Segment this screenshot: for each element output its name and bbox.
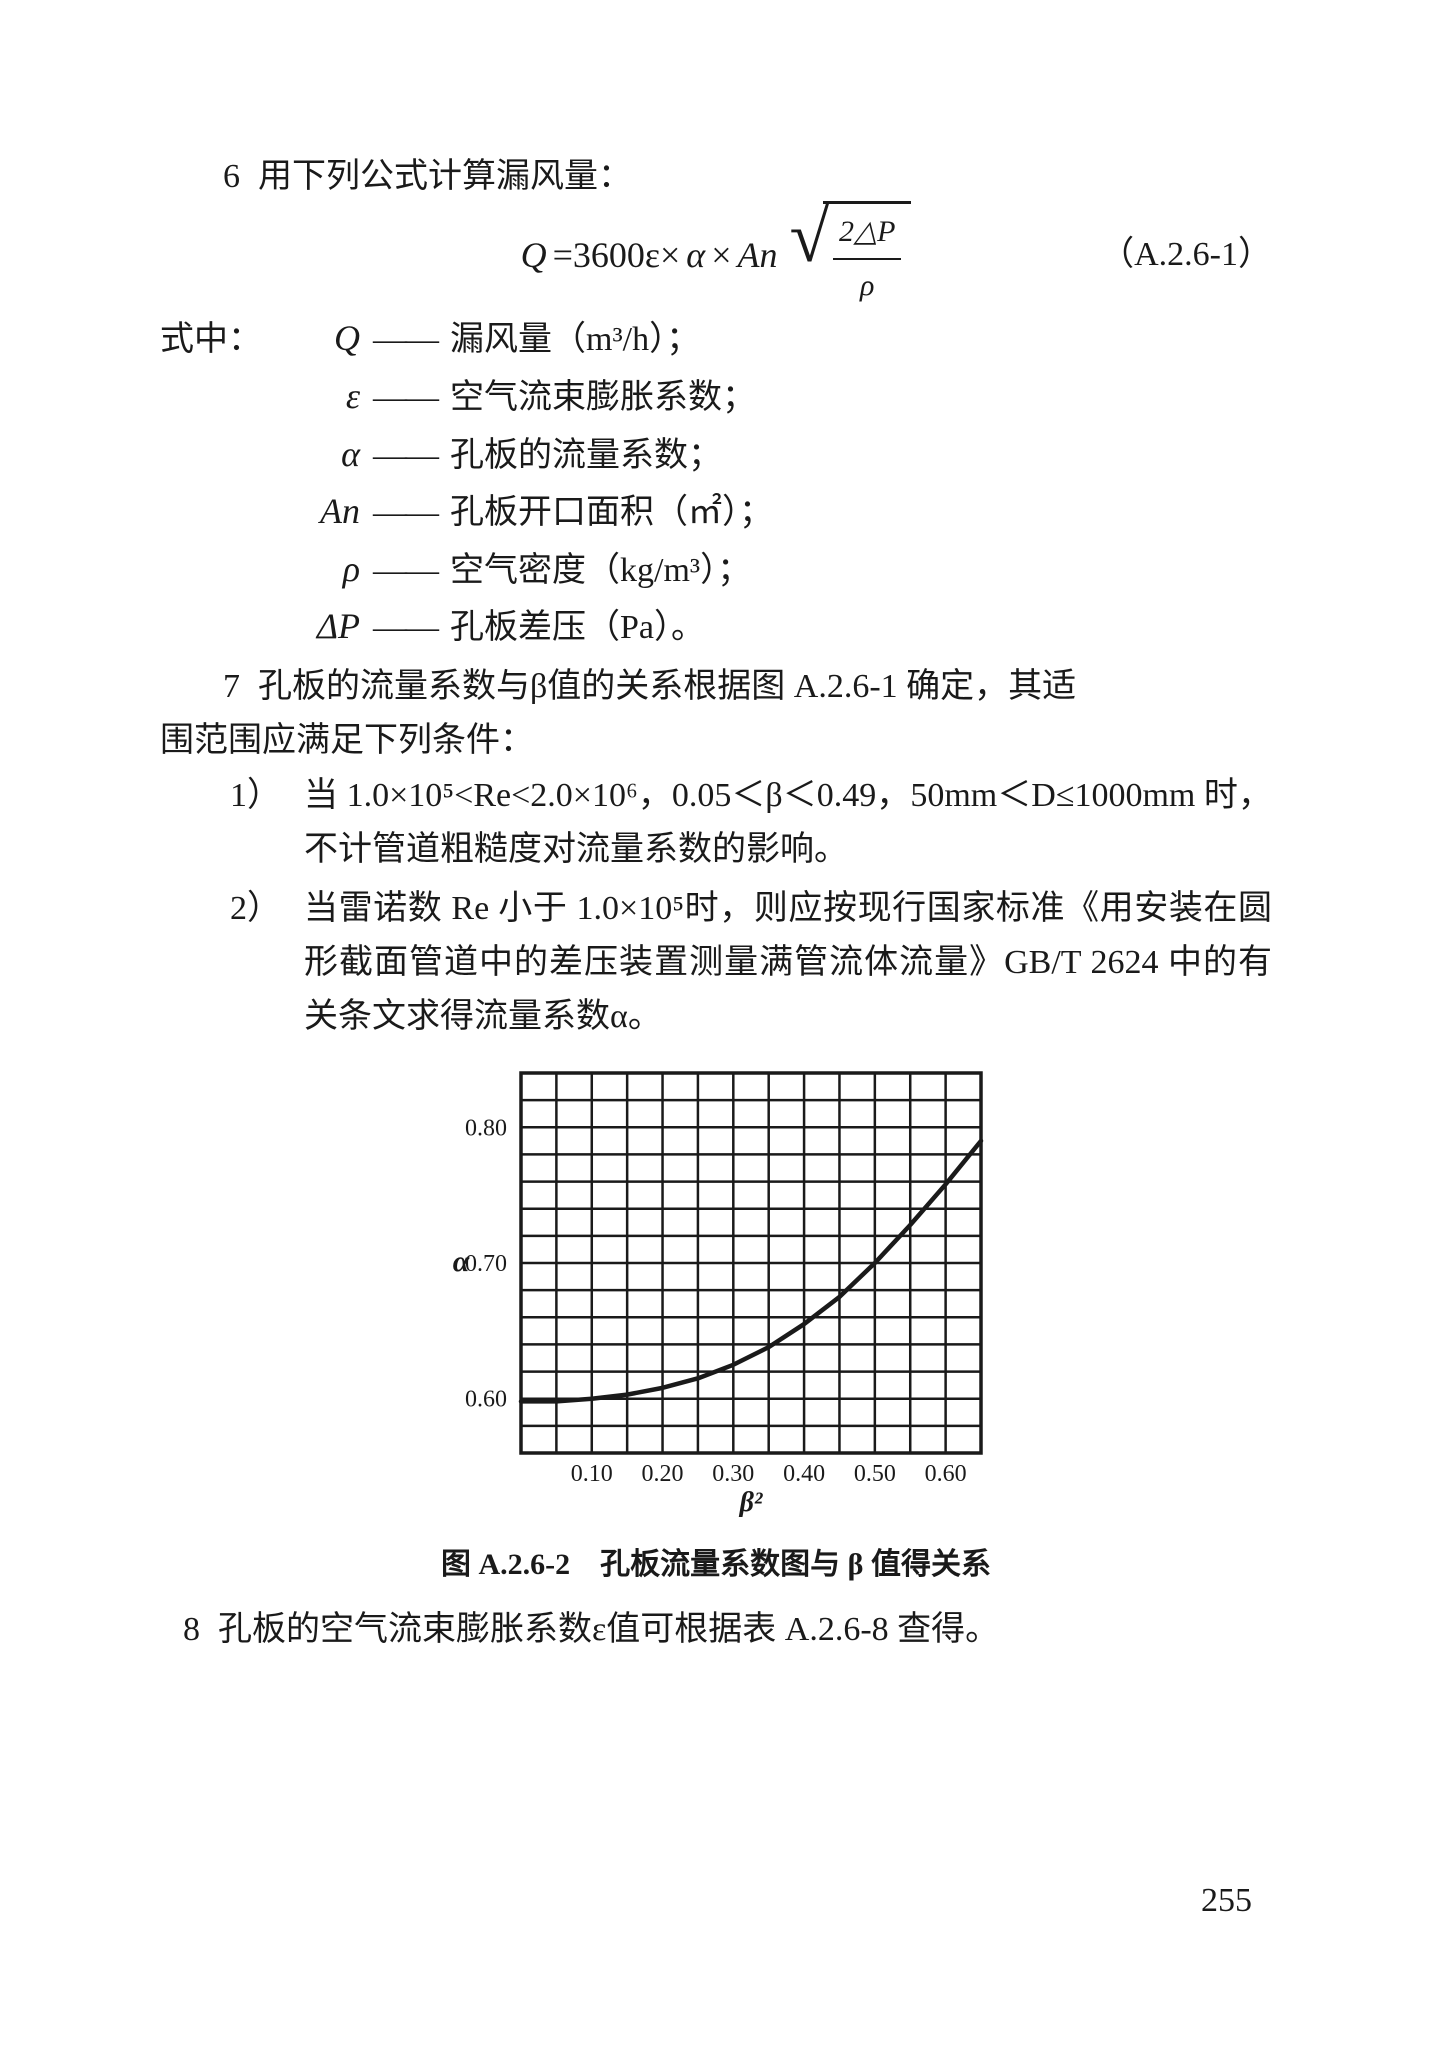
where-desc: 漏风量（m³/h）； bbox=[450, 313, 1272, 367]
svg-text:0.20: 0.20 bbox=[642, 1461, 684, 1487]
where-row: α——孔板的流量系数； bbox=[160, 426, 1272, 484]
where-desc: 空气流束膨胀系数； bbox=[450, 371, 1272, 425]
where-symbol: ρ bbox=[280, 541, 360, 599]
where-dash: —— bbox=[360, 371, 450, 425]
item-8: 8 孔板的空气流束膨胀系数ε值可根据表 A.2.6-8 查得。 bbox=[160, 1603, 1272, 1657]
item-7-index: 7 bbox=[200, 660, 240, 714]
svg-text:0.40: 0.40 bbox=[783, 1461, 825, 1487]
eq-frac-top: 2△P bbox=[833, 208, 901, 260]
item-8-index: 8 bbox=[160, 1603, 200, 1657]
svg-text:0.70: 0.70 bbox=[465, 1251, 507, 1277]
where-row: ΔP——孔板差压（Pa）。 bbox=[160, 598, 1272, 656]
page: 6 用下列公式计算漏风量： Q =3600ε× α × An √ 2△P ρ （… bbox=[0, 0, 1432, 2048]
where-row: 式中：Q——漏风量（m³/h）； bbox=[160, 310, 1272, 368]
svg-text:α: α bbox=[453, 1245, 470, 1278]
figure-A26-2: 0.100.200.300.400.500.600.600.700.80β²α … bbox=[160, 1053, 1272, 1589]
eq-frac-bot: ρ bbox=[854, 260, 880, 310]
where-list: 式中：Q——漏风量（m³/h）；ε——空气流束膨胀系数；α——孔板的流量系数；A… bbox=[160, 310, 1272, 656]
where-symbol: Q bbox=[280, 310, 360, 368]
item-7-line2: 围范围应满足下列条件： bbox=[160, 714, 1272, 768]
sub-item: 1）当 1.0×10⁵<Re<2.0×10⁶，0.05＜β＜0.49，50mm＜… bbox=[230, 769, 1272, 878]
where-row: ε——空气流束膨胀系数； bbox=[160, 368, 1272, 426]
equation-label: （A.2.6-1） bbox=[1100, 228, 1272, 282]
eq-frac: 2△P ρ bbox=[823, 201, 911, 310]
where-desc: 孔板差压（Pa）。 bbox=[450, 601, 1272, 655]
item-8-text: 孔板的空气流束膨胀系数ε值可根据表 A.2.6-8 查得。 bbox=[218, 1603, 999, 1657]
where-lead: 式中： bbox=[160, 313, 280, 367]
svg-text:0.30: 0.30 bbox=[712, 1461, 754, 1487]
eq-coef: =3600ε× bbox=[553, 227, 681, 285]
eq-Q: Q bbox=[521, 227, 547, 285]
where-desc: 孔板的流量系数； bbox=[450, 429, 1272, 483]
item-6-text: 用下列公式计算漏风量： bbox=[258, 150, 632, 204]
svg-text:0.60: 0.60 bbox=[465, 1386, 507, 1412]
sub-item-body: 当 1.0×10⁵<Re<2.0×10⁶，0.05＜β＜0.49，50mm＜D≤… bbox=[304, 769, 1272, 878]
item-6-index: 6 bbox=[200, 150, 240, 204]
svg-text:0.10: 0.10 bbox=[571, 1461, 613, 1487]
eq-sqrt: √ 2△P ρ bbox=[790, 201, 912, 310]
where-desc: 空气密度（kg/m³）； bbox=[450, 544, 1272, 598]
where-row: An——孔板开口面积（㎡）； bbox=[160, 483, 1272, 541]
svg-text:0.50: 0.50 bbox=[854, 1461, 896, 1487]
svg-text:0.80: 0.80 bbox=[465, 1115, 507, 1141]
sub-item-index: 2） bbox=[230, 882, 284, 1045]
where-dash: —— bbox=[360, 313, 450, 367]
page-number: 255 bbox=[1201, 1874, 1252, 1928]
where-desc: 孔板开口面积（㎡）； bbox=[450, 486, 1272, 540]
where-symbol: α bbox=[280, 426, 360, 484]
item-7-sublist: 1）当 1.0×10⁵<Re<2.0×10⁶，0.05＜β＜0.49，50mm＜… bbox=[230, 769, 1272, 1045]
item-7: 7 孔板的流量系数与β值的关系根据图 A.2.6-1 确定，其适 bbox=[200, 660, 1272, 714]
where-symbol: ΔP bbox=[280, 598, 360, 656]
item-6: 6 用下列公式计算漏风量： bbox=[200, 150, 1272, 204]
sub-item: 2）当雷诺数 Re 小于 1.0×10⁵时，则应按现行国家标准《用安装在圆形截面… bbox=[230, 882, 1272, 1045]
svg-text:β²: β² bbox=[739, 1487, 763, 1518]
sub-item-body: 当雷诺数 Re 小于 1.0×10⁵时，则应按现行国家标准《用安装在圆形截面管道… bbox=[304, 882, 1272, 1045]
sub-item-index: 1） bbox=[230, 769, 284, 878]
equation-row: Q =3600ε× α × An √ 2△P ρ （A.2.6-1） bbox=[160, 210, 1272, 300]
eq-An: An bbox=[738, 227, 778, 285]
chart-alpha-beta: 0.10 0.20 0.30 0.40 0.50 0.60 0.60 0.70 0.80 β² α bbox=[431, 1053, 1001, 1523]
figure-caption: 图 A.2.6-2 孔板流量系数图与 β 值得关系 bbox=[441, 1541, 991, 1589]
where-symbol: ε bbox=[280, 368, 360, 426]
svg-text:0.60: 0.60 bbox=[925, 1461, 967, 1487]
eq-times: × bbox=[711, 227, 731, 285]
where-dash: —— bbox=[360, 544, 450, 598]
item-7-line1: 孔板的流量系数与β值的关系根据图 A.2.6-1 确定，其适 bbox=[258, 660, 1076, 714]
where-dash: —— bbox=[360, 601, 450, 655]
where-row: ρ——空气密度（kg/m³）； bbox=[160, 541, 1272, 599]
where-dash: —— bbox=[360, 486, 450, 540]
where-symbol: An bbox=[280, 483, 360, 541]
where-dash: —— bbox=[360, 429, 450, 483]
equation-A26-1: Q =3600ε× α × An √ 2△P ρ bbox=[521, 201, 912, 310]
eq-alpha: α bbox=[686, 227, 705, 285]
